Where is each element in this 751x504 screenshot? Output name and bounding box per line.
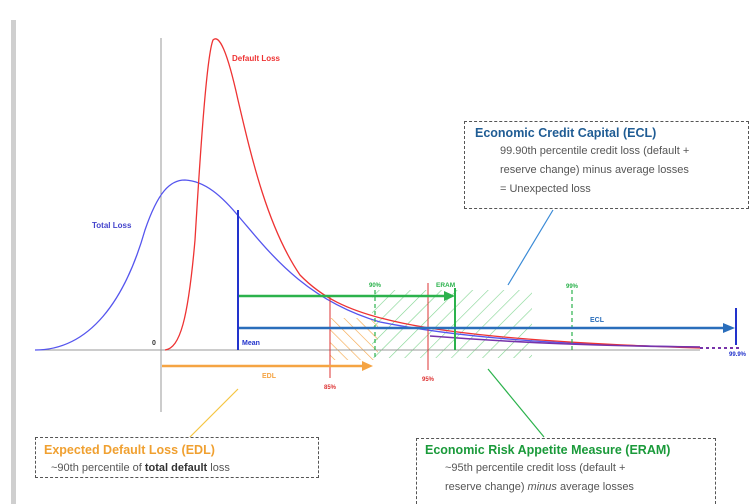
- eram-hatch-region: [372, 290, 532, 358]
- eram-callout-box: Economic Risk Appetite Measure (ERAM) ~9…: [416, 438, 716, 504]
- eram-callout-line-2: reserve change) minus average losses: [425, 479, 707, 495]
- edl-callout-text: ~90th percentile of total default loss: [44, 460, 310, 476]
- ecl-arrow-label: ECL: [590, 317, 605, 324]
- default-loss-curve: [164, 38, 701, 351]
- edl-text-before: ~90th percentile of: [51, 462, 145, 474]
- ecl-connector: [507, 209, 554, 286]
- edl-callout-box: Expected Default Loss (EDL) ~90th percen…: [35, 437, 319, 478]
- ecl-callout-title: Economic Credit Capital (ECL): [475, 126, 657, 140]
- tail-blend-curve: [429, 335, 701, 348]
- total-loss-label: Total Loss: [92, 221, 132, 230]
- p95-label: 95%: [422, 377, 435, 383]
- edl-callout-title: Expected Default Loss (EDL): [44, 443, 215, 457]
- ecl-callout-line-1: 99.90th percentile credit loss (default …: [500, 145, 690, 157]
- total-loss-curve: [34, 179, 701, 351]
- p99-label: 99%: [566, 284, 579, 290]
- eram-callout-line-1: ~95th percentile credit loss (default +: [445, 462, 626, 474]
- p999-label: 99.9%: [729, 352, 747, 358]
- eram-arrowhead: [444, 291, 455, 301]
- ecl-callout-line-3: = Unexpected loss: [500, 183, 591, 195]
- edl-connector: [189, 388, 239, 438]
- ecl-callout-box: Economic Credit Capital (ECL) 99.90th pe…: [464, 121, 749, 209]
- edl-text-bold: total default: [144, 462, 208, 474]
- zero-label: 0: [152, 340, 156, 347]
- eram-line2-after: average losses: [556, 481, 634, 493]
- eram-line2-italic: minus: [527, 481, 557, 493]
- p90-label: 90%: [369, 283, 382, 289]
- edl-hatch-region: [330, 318, 378, 360]
- edl-arrow-label: EDL: [262, 373, 277, 380]
- default-loss-label: Default Loss: [232, 54, 281, 63]
- eram-callout-title: Economic Risk Appetite Measure (ERAM): [425, 443, 671, 457]
- left-margin-bar: [11, 20, 16, 504]
- eram-marker-label: ERAM: [436, 282, 455, 289]
- ecl-arrowhead: [723, 323, 735, 333]
- edl-text-after: loss: [207, 462, 230, 474]
- ecl-callout-line-2: reserve change) minus average losses: [500, 164, 689, 176]
- edl-arrowhead: [362, 361, 373, 371]
- eram-line2-before: reserve change): [445, 481, 528, 493]
- eram-connector: [487, 368, 545, 438]
- p85-label: 85%: [324, 385, 337, 391]
- mean-label: Mean: [242, 340, 260, 347]
